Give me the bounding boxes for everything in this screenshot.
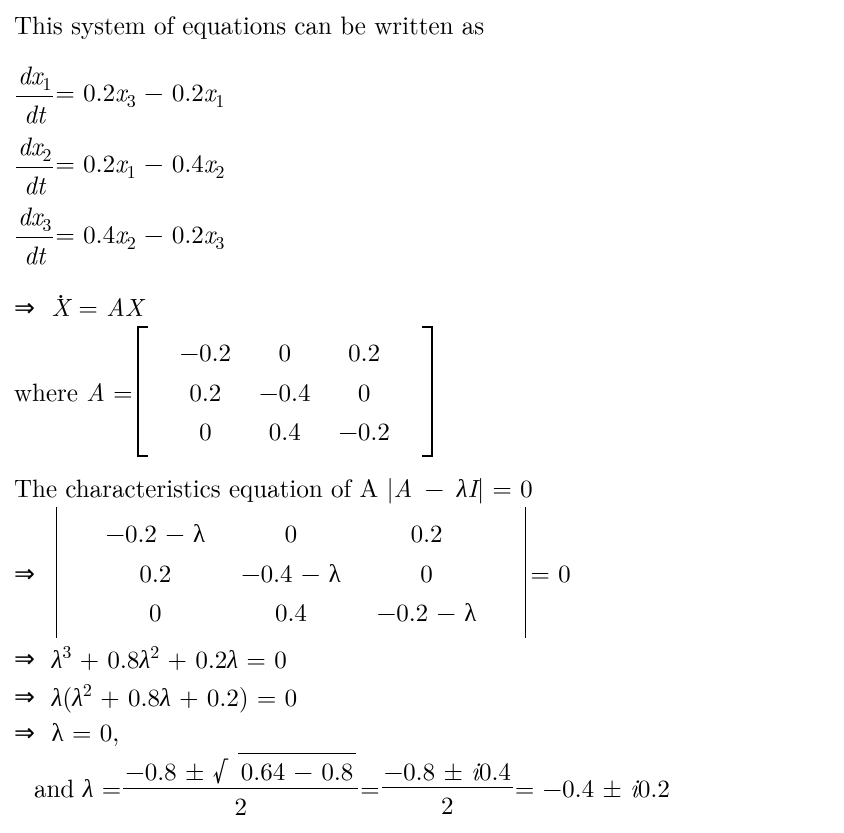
- state-equation: ⇒ X = AX: [14, 290, 830, 324]
- lambda-zero: ⇒ λ = 0,: [14, 715, 830, 749]
- sqrt-icon: 0.64 − 0.8: [213, 753, 357, 788]
- ode-3: dx3 dt = 0.4x2 − 0.2x3: [14, 199, 830, 272]
- implies-icon: ⇒: [14, 556, 52, 590]
- ode-1: dx1 dt = 0.2x3 − 0.2x1: [14, 58, 830, 131]
- intro-text: This system of equations can be written …: [14, 8, 830, 42]
- implies-icon: ⇒: [14, 679, 52, 713]
- det-matrix: −0.2 − λ00.2 0.2−0.4 − λ0 00.4−0.2 − λ: [56, 507, 527, 638]
- xdot: X: [52, 290, 71, 324]
- ode-2: dx2 dt = 0.2x1 − 0.4x2: [14, 129, 830, 202]
- matrix-a-definition: where A = −0.200.2 0.2−0.40 00.4−0.2: [14, 326, 830, 457]
- dx2-dt: dx2 dt: [16, 129, 53, 202]
- determinant-row: ⇒ −0.2 − λ00.2 0.2−0.4 − λ0 00.4−0.2 − λ…: [14, 507, 830, 638]
- dx-label: dx: [18, 57, 42, 92]
- ode-system: dx1 dt = 0.2x3 − 0.2x1 dx2 dt = 0.2x1 − …: [14, 58, 830, 272]
- implies-icon: ⇒: [14, 715, 52, 749]
- quadratic-frac-1: −0.8 ± 0.64 − 0.8 2: [123, 753, 358, 823]
- det-matrix-table: −0.2 − λ00.2 0.2−0.4 − λ0 00.4−0.2 − λ: [71, 511, 512, 634]
- implies-icon: ⇒: [14, 290, 52, 324]
- ode-1-rhs: = 0.2x3 − 0.2x1: [55, 75, 224, 113]
- dx3-dt: dx3 dt: [16, 199, 53, 272]
- dx-sub: 1: [42, 71, 51, 96]
- ode-3-rhs: = 0.4x2 − 0.2x3: [55, 217, 224, 255]
- ode-2-rhs: = 0.2x1 − 0.4x2: [55, 146, 224, 184]
- quadratic-frac-2: −0.8 ± i0.4 2: [382, 754, 513, 823]
- cubic-eq: ⇒ λ3 + 0.8λ2 + 0.2λ = 0: [14, 640, 830, 676]
- quadratic-lambda: and λ = −0.8 ± 0.64 − 0.8 2 = −0.8 ± i0.…: [14, 753, 830, 823]
- dx1-dt: dx1 dt: [16, 58, 53, 131]
- factored-eq: ⇒ λ(λ2 + 0.8λ + 0.2) = 0: [14, 678, 830, 714]
- matrix-a: −0.200.2 0.2−0.40 00.4−0.2: [137, 326, 433, 457]
- matrix-a-table: −0.200.2 0.2−0.40 00.4−0.2: [153, 330, 417, 453]
- implies-icon: ⇒: [14, 641, 52, 675]
- char-eq-sentence: The characteristics equation of A |A − λ…: [14, 471, 830, 505]
- dt-label: dt: [16, 97, 53, 131]
